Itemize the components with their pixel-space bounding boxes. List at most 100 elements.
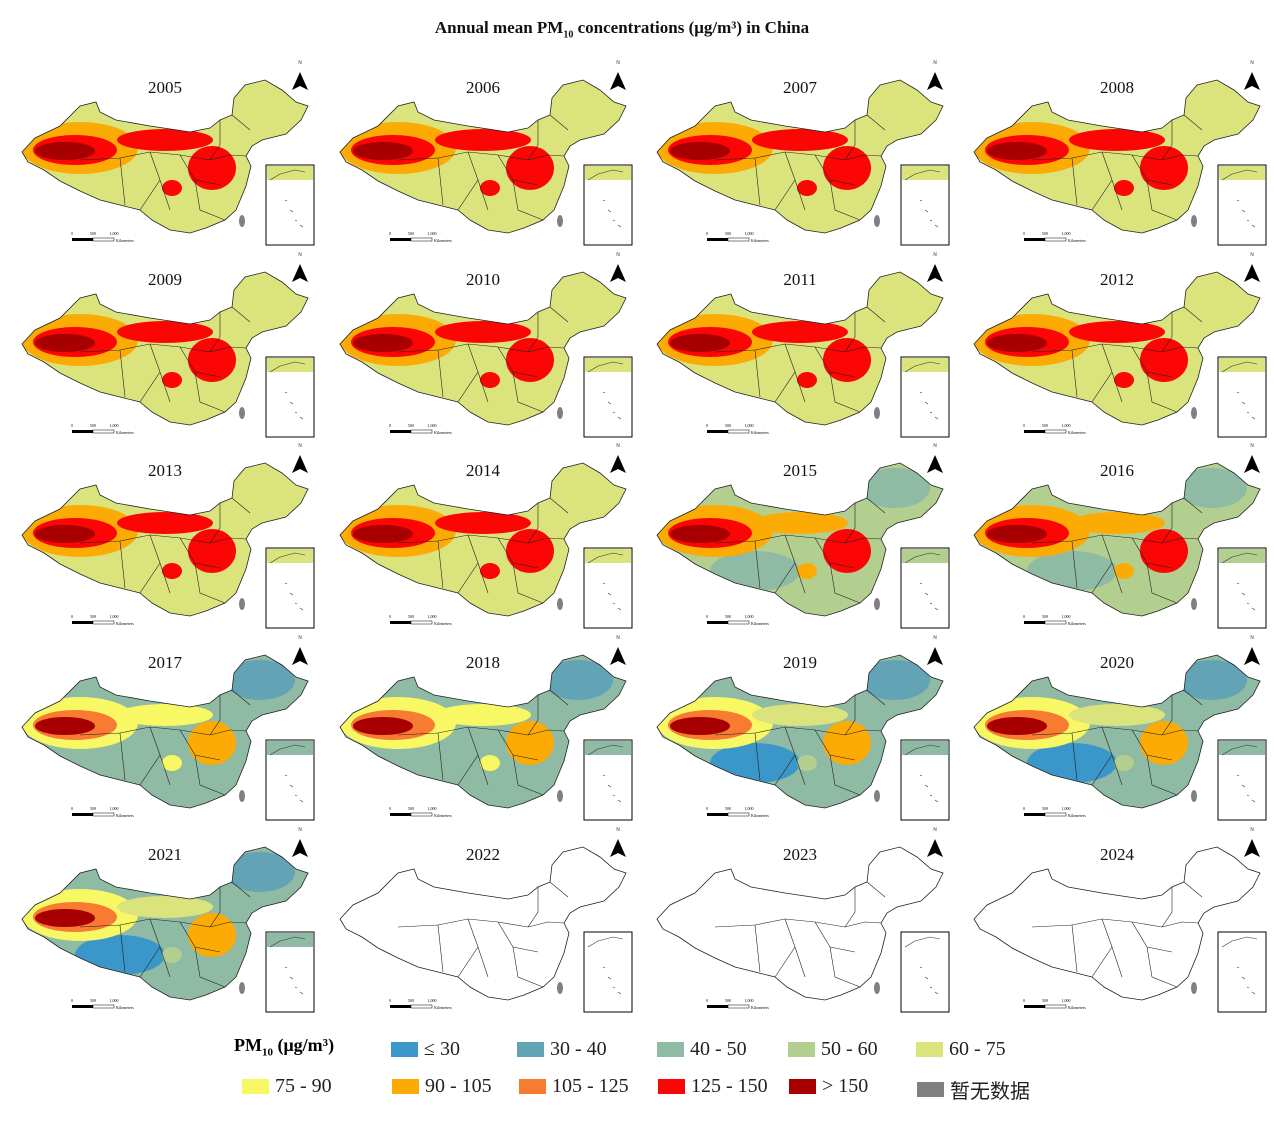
- legend-swatch: [658, 1079, 685, 1094]
- north-china-plain: [506, 721, 554, 765]
- northeast-region: [860, 85, 930, 125]
- taiwan: [1191, 598, 1197, 610]
- scale-unit: Kilometers: [751, 238, 769, 243]
- sichuan-basin: [797, 755, 817, 771]
- scale-unit: Kilometers: [434, 621, 452, 626]
- northeast-region: [543, 277, 613, 317]
- legend-swatch: [917, 1082, 944, 1097]
- north-arrow-icon: [292, 647, 308, 665]
- title-text: Annual mean PM: [434, 18, 564, 37]
- year-label: 2012: [1100, 270, 1134, 289]
- southwest-region: [393, 168, 483, 208]
- scale-label: 500: [408, 998, 414, 1003]
- scale-label: 500: [408, 423, 414, 428]
- legend-item: 75 - 90: [242, 1075, 332, 1098]
- inset-islands: [587, 936, 624, 995]
- scale-bar-white: [92, 620, 115, 625]
- province-borders: [714, 881, 886, 988]
- southwest-region: [1027, 743, 1117, 783]
- legend-title-unit: (μg/m³): [272, 1035, 335, 1055]
- sichuan-basin: [480, 180, 500, 196]
- taklamakan-core: [35, 142, 95, 160]
- inset-islands: [904, 936, 941, 995]
- southwest-region: [710, 168, 800, 208]
- northeast-region: [225, 468, 295, 508]
- inset-fill: [1219, 549, 1265, 563]
- southwest-region: [710, 743, 800, 783]
- scale-bar-white: [410, 812, 433, 817]
- north-china-plain: [1140, 146, 1188, 190]
- inset-islands: [904, 361, 941, 420]
- scale-label: 0: [1023, 806, 1025, 811]
- province-borders: [79, 689, 251, 796]
- north-arrow-icon: [610, 72, 626, 90]
- north-arrow-icon: [1244, 647, 1260, 665]
- north-china-plain: [188, 529, 236, 573]
- year-label: 2005: [148, 78, 182, 97]
- scale-label: 500: [90, 998, 96, 1003]
- north-band: [1069, 512, 1165, 534]
- map-panel-2006: N 0 500 1,000 Kilometers 2006: [338, 60, 655, 251]
- taiwan: [557, 982, 563, 994]
- scale-bar-white: [92, 429, 115, 434]
- country-outline: [339, 79, 627, 234]
- southwest-region: [75, 935, 165, 975]
- northeast-region: [860, 468, 930, 508]
- scale-bar-white: [727, 620, 750, 625]
- province-borders: [714, 306, 886, 413]
- scale-bar-black: [72, 430, 93, 433]
- province-borders: [1031, 306, 1203, 413]
- scale-bar-black: [1024, 238, 1045, 241]
- sichuan-basin: [480, 755, 500, 771]
- taklamakan-core: [35, 334, 95, 352]
- map-panel-2017: N 0 500 1,000 Kilometers 2017: [20, 635, 337, 826]
- scale-unit: Kilometers: [116, 238, 134, 243]
- taiwan: [239, 982, 245, 994]
- province-borders: [79, 306, 251, 413]
- north-band: [752, 704, 848, 726]
- country-outline: [656, 79, 944, 234]
- country-outline: [656, 271, 944, 426]
- inset-fill: [585, 358, 631, 372]
- scale-label: 500: [90, 614, 96, 619]
- inset-fill: [267, 741, 313, 755]
- year-label: 2010: [466, 270, 500, 289]
- north-label: N: [616, 253, 620, 258]
- taklamakan-core: [987, 142, 1047, 160]
- scale-label: 1,000: [1062, 806, 1071, 812]
- map-panel-2011: N 0 500 1,000 Kilometers 2011: [655, 252, 972, 443]
- legend-item: 40 - 50: [657, 1038, 747, 1061]
- southwest-region: [393, 551, 483, 591]
- taklamakan-core: [670, 334, 730, 352]
- sichuan-basin: [162, 563, 182, 579]
- legend-label: 125 - 150: [691, 1075, 768, 1097]
- taiwan: [239, 598, 245, 610]
- scale-unit: Kilometers: [434, 813, 452, 818]
- country-outline: [973, 462, 1261, 617]
- title-subscript: 10: [563, 29, 574, 41]
- legend-swatch: [519, 1079, 546, 1094]
- scale-bar-white: [1044, 812, 1067, 817]
- north-arrow-icon: [927, 72, 943, 90]
- scale-unit: Kilometers: [116, 1005, 134, 1010]
- inset-fill: [1219, 166, 1265, 180]
- scale-bar-black: [707, 813, 728, 816]
- province-borders: [1031, 881, 1203, 988]
- north-band: [752, 512, 848, 534]
- inset-fill: [902, 358, 948, 372]
- southwest-region: [1027, 168, 1117, 208]
- north-label: N: [298, 636, 302, 641]
- scale-bar-white: [92, 1004, 115, 1009]
- north-arrow-icon: [292, 839, 308, 857]
- northeast-region: [1177, 660, 1247, 700]
- north-label: N: [616, 444, 620, 449]
- southwest-region: [710, 360, 800, 400]
- taiwan: [557, 407, 563, 419]
